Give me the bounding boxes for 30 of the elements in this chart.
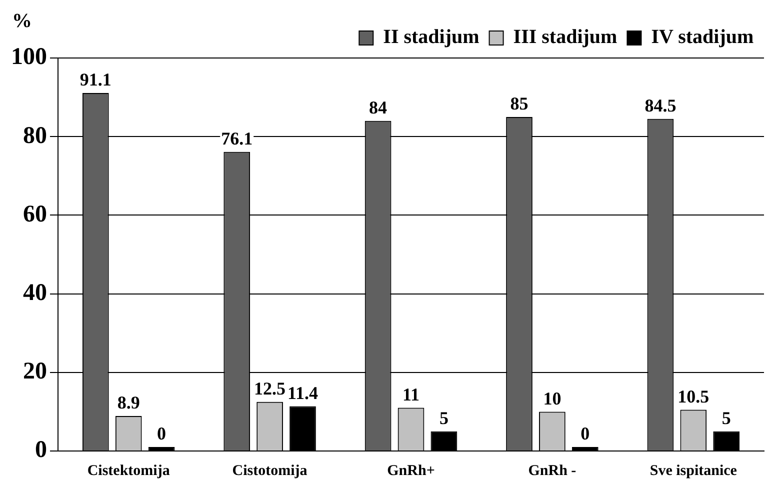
data-label: 11.4 bbox=[287, 382, 318, 403]
y-tick-label: 80 bbox=[23, 122, 47, 149]
data-label: 5 bbox=[722, 408, 731, 428]
y-tick-label: 100 bbox=[11, 44, 47, 70]
y-tick-label: 40 bbox=[23, 280, 47, 306]
data-label: 8.9 bbox=[117, 392, 140, 413]
data-label: 5 bbox=[439, 408, 448, 428]
data-label: 10.5 bbox=[678, 386, 710, 406]
y-axis-title: % bbox=[12, 10, 32, 32]
y-tick-label: 0 bbox=[35, 437, 47, 464]
data-label: 91.1 bbox=[80, 70, 112, 90]
x-tick-label: Cistotomija bbox=[232, 462, 308, 479]
data-label: 84.5 bbox=[644, 96, 676, 116]
data-label: 12.5 bbox=[254, 378, 286, 399]
data-label: 76.1 bbox=[221, 128, 253, 149]
x-tick-label: Sve ispitanice bbox=[650, 462, 738, 479]
data-label: 85 bbox=[510, 94, 528, 114]
y-tick-label: 60 bbox=[23, 201, 47, 228]
data-label: 11 bbox=[402, 384, 420, 404]
data-label: 84 bbox=[369, 98, 388, 118]
legend-label: III stadijum bbox=[513, 26, 618, 48]
data-label: 0 bbox=[580, 424, 590, 444]
legend-label: IV stadijum bbox=[651, 26, 754, 48]
x-tick-label: GnRh - bbox=[528, 462, 576, 479]
x-tick-label: GnRh+ bbox=[387, 462, 435, 479]
data-label: 10 bbox=[543, 388, 562, 408]
x-tick-label: Cistektomija bbox=[87, 462, 170, 479]
data-label: 0 bbox=[157, 424, 166, 444]
y-tick-label: 20 bbox=[23, 358, 47, 385]
legend-label: II stadijum bbox=[383, 26, 480, 48]
